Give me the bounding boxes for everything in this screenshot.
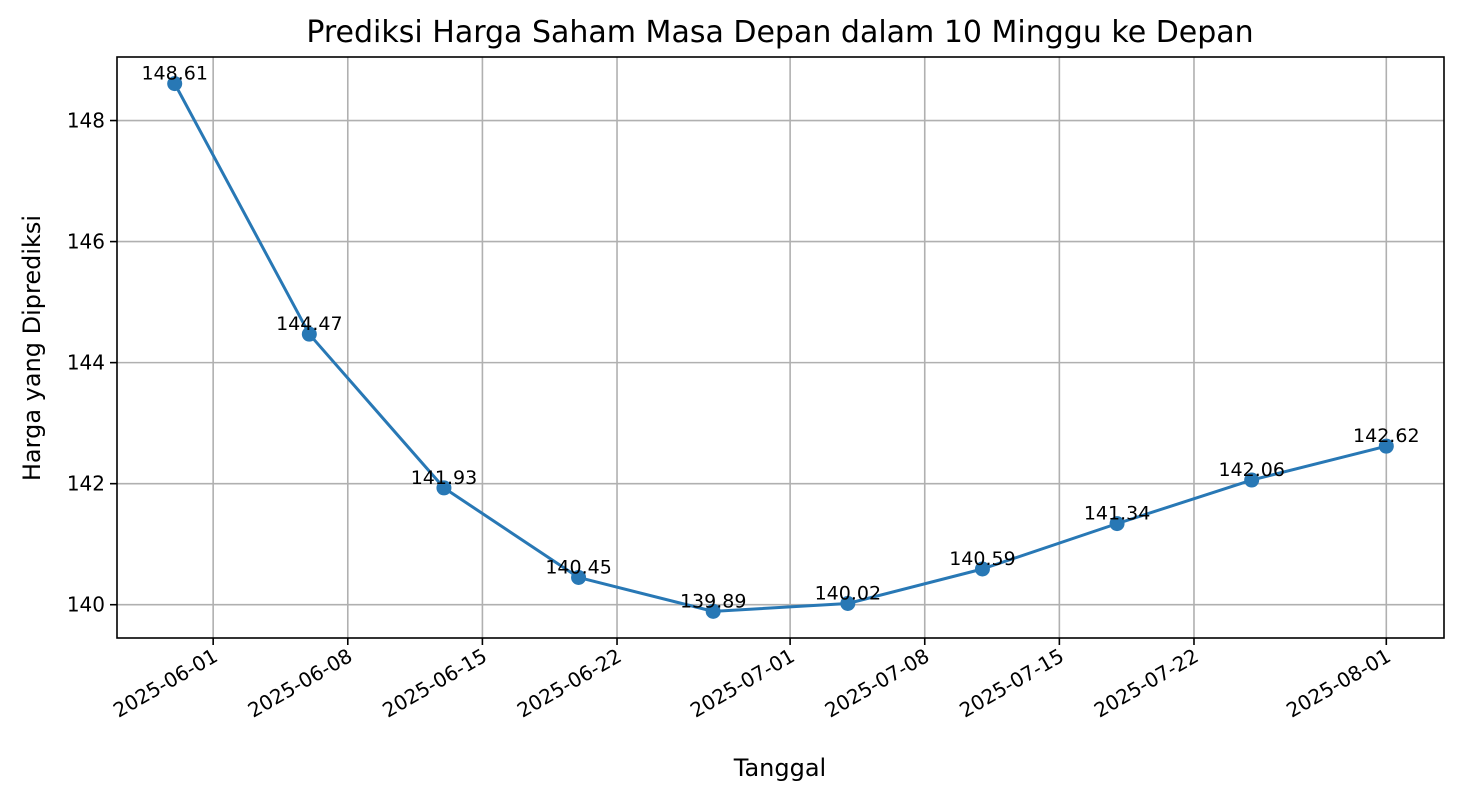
data-point <box>1244 472 1260 488</box>
x-tick-label: 2025-07-15 <box>955 644 1068 723</box>
x-tick-label: 2025-07-01 <box>686 644 799 723</box>
data-point <box>1378 438 1394 454</box>
grid <box>117 57 1444 638</box>
data-label: 141.93 <box>411 467 477 489</box>
data-point <box>571 569 587 585</box>
y-tick-label: 144 <box>67 351 105 375</box>
series: 148.61 144.47 141.93 140.45 139.89 140.02 140.… <box>141 63 1420 619</box>
data-label: 142.62 <box>1353 425 1419 447</box>
y-tick-label: 142 <box>67 472 105 496</box>
data-label: 140.02 <box>815 583 881 605</box>
chart-title: Prediksi Harga Saham Masa Depan dalam 10… <box>306 15 1253 50</box>
data-label: 144.47 <box>276 313 342 335</box>
x-tick-label: 2025-07-08 <box>821 644 934 723</box>
x-tick-label: 2025-06-22 <box>513 644 626 723</box>
x-tick-label: 2025-06-08 <box>244 644 357 723</box>
data-point <box>1109 516 1125 532</box>
y-tick-label: 140 <box>67 593 105 617</box>
x-tick-label: 2025-06-15 <box>378 644 491 723</box>
y-axis-ticks: 140 142 144 146 148 <box>67 109 117 617</box>
data-point <box>436 480 452 496</box>
y-axis-label: Harga yang Diprediksi <box>18 215 46 481</box>
data-point <box>705 603 721 619</box>
plot-frame <box>116 56 1445 639</box>
x-axis-ticks: 2025-06-01 2025-06-08 2025-06-15 2025-06-22… <box>109 638 1395 722</box>
x-tick-label: 2025-07-22 <box>1090 644 1203 723</box>
data-label: 142.06 <box>1218 459 1284 481</box>
data-point <box>974 561 990 577</box>
y-tick-label: 146 <box>67 230 105 254</box>
x-tick-label: 2025-08-01 <box>1282 644 1395 723</box>
data-label: 139.89 <box>680 590 746 612</box>
x-tick-label: 2025-06-01 <box>109 644 222 723</box>
data-label: 148.61 <box>141 63 207 85</box>
series-line <box>173 82 1387 613</box>
data-label: 140.59 <box>949 548 1015 570</box>
data-point <box>167 76 183 92</box>
x-axis-label: Tanggal <box>733 754 826 782</box>
data-point <box>301 326 317 342</box>
data-label: 141.34 <box>1084 503 1150 525</box>
y-tick-label: 148 <box>67 109 105 133</box>
data-point <box>840 596 856 612</box>
data-label: 140.45 <box>545 556 611 578</box>
